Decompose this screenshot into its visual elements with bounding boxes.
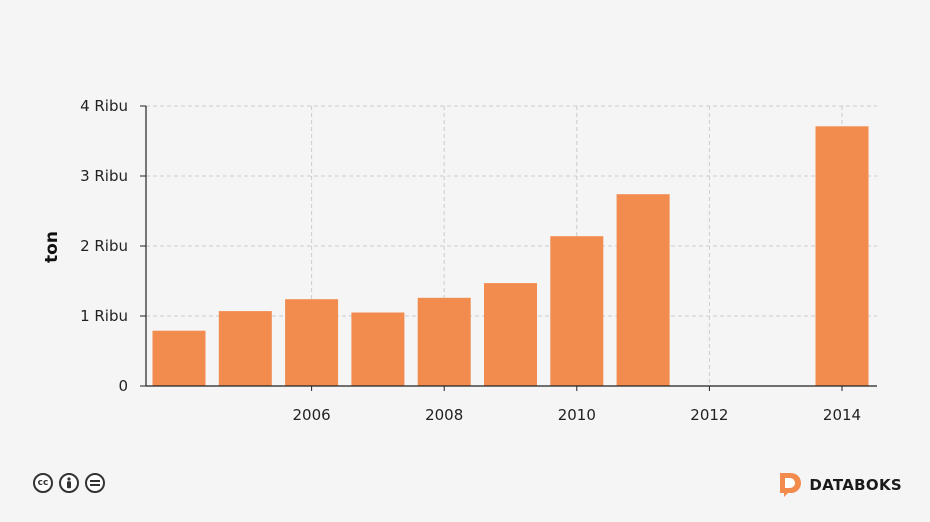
- y-tick-label: 0: [118, 377, 128, 395]
- bar: [484, 283, 537, 386]
- y-axis-title: ton: [42, 231, 62, 263]
- bar: [285, 299, 339, 386]
- nd-icon: [85, 473, 105, 493]
- bar: [351, 312, 405, 386]
- bar: [152, 330, 206, 386]
- x-tick-label: 2014: [823, 406, 861, 424]
- bar: [417, 297, 471, 386]
- y-tick-label: 3 Ribu: [80, 167, 128, 185]
- brand-name: DATABOKS: [809, 476, 902, 494]
- brand: DATABOKS: [778, 472, 902, 498]
- bars: [152, 126, 869, 387]
- x-tick-label: 2008: [425, 406, 463, 424]
- x-tick-label: 2010: [558, 406, 596, 424]
- bar: [616, 194, 670, 386]
- by-icon: [59, 473, 79, 493]
- bar: [550, 236, 604, 386]
- bar: [218, 311, 272, 386]
- y-tick-label: 4 Ribu: [80, 97, 128, 115]
- y-tick-label: 2 Ribu: [80, 237, 128, 255]
- x-tick-label: 2006: [293, 406, 331, 424]
- x-ticks: 2006 2008 2010 2012 2014: [293, 386, 861, 424]
- cc-icon: cc: [33, 473, 53, 493]
- bar: [815, 126, 869, 387]
- license-icons: cc: [33, 473, 105, 493]
- x-tick-label: 2012: [690, 406, 728, 424]
- y-tick-label: 1 Ribu: [80, 307, 128, 325]
- y-ticks: 0 1 Ribu 2 Ribu 3 Ribu 4 Ribu: [80, 97, 146, 395]
- databoks-logo-icon: [780, 473, 802, 497]
